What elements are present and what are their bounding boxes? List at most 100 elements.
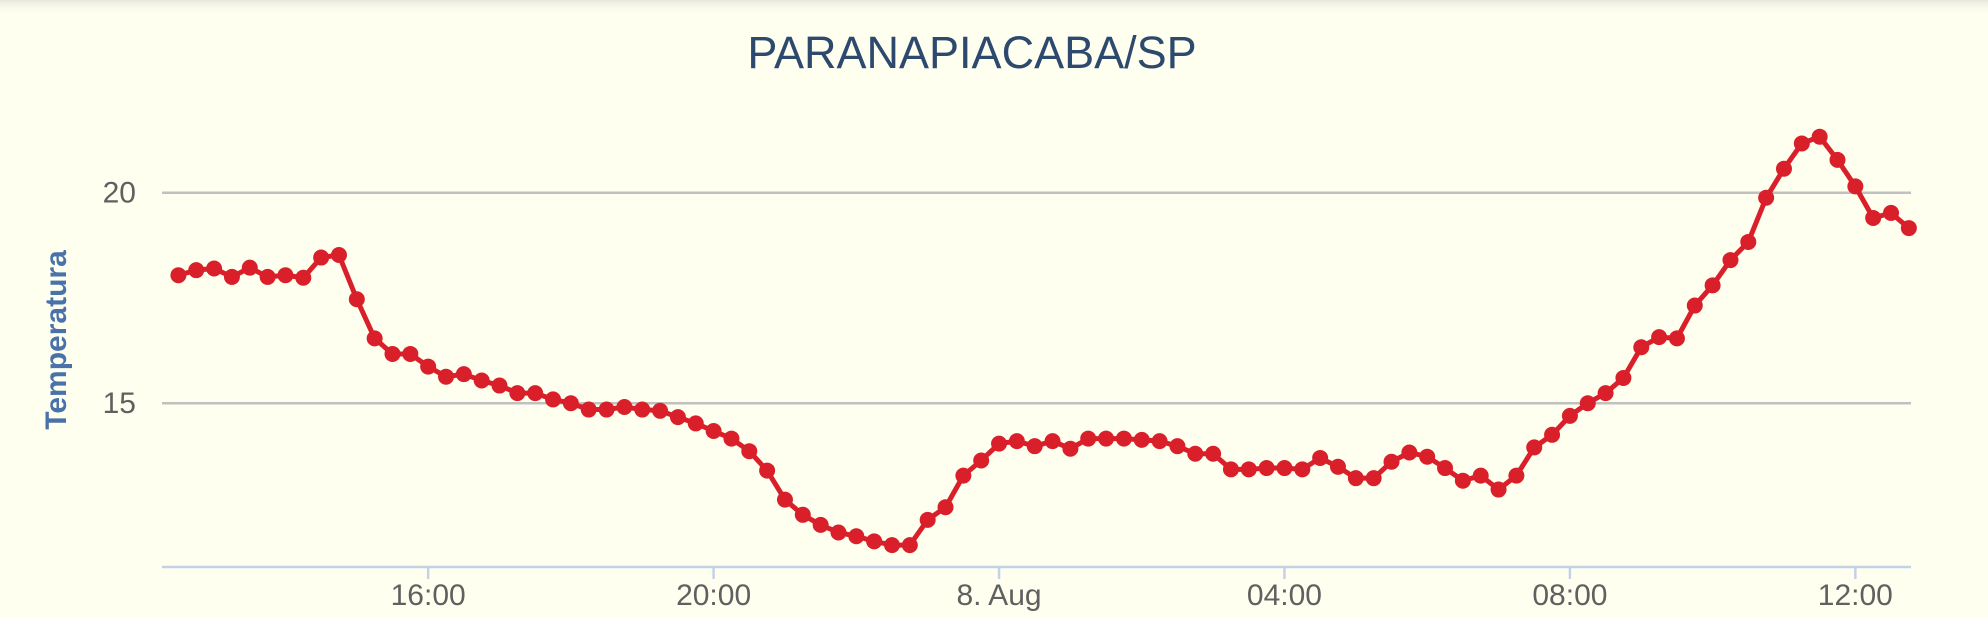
data-point [509, 385, 526, 402]
data-point [634, 401, 651, 418]
data-point [1437, 460, 1454, 477]
data-point [366, 330, 383, 347]
data-point [1365, 470, 1382, 487]
x-tick-label: 8. Aug [956, 579, 1041, 612]
data-point [527, 385, 544, 402]
data-point [1883, 204, 1900, 221]
data-point [1811, 128, 1828, 145]
data-point [1026, 438, 1043, 455]
data-point [973, 452, 990, 469]
y-tick-label: 15 [103, 387, 136, 420]
data-point [1401, 444, 1418, 461]
data-point [741, 443, 758, 460]
x-tick-label: 04:00 [1247, 579, 1322, 612]
data-point [919, 511, 936, 528]
data-point [402, 345, 419, 362]
data-point [1865, 209, 1882, 226]
data-point [1008, 433, 1025, 450]
data-point [1187, 445, 1204, 462]
data-point [1383, 453, 1400, 470]
data-point [1454, 472, 1471, 489]
x-tick-label: 20:00 [676, 579, 751, 612]
data-point [1098, 430, 1115, 447]
data-point [384, 345, 401, 362]
data-point [1169, 438, 1186, 455]
data-point [313, 249, 330, 266]
data-point [1276, 460, 1293, 477]
data-point [562, 395, 579, 412]
data-point [1419, 448, 1436, 465]
data-point [580, 401, 597, 418]
data-point [1829, 151, 1846, 168]
data-point [1579, 395, 1596, 412]
data-point [1044, 433, 1061, 450]
data-point [206, 260, 223, 277]
data-point [1651, 329, 1668, 346]
data-point [1205, 445, 1222, 462]
data-point [1222, 461, 1239, 478]
data-point [1775, 160, 1792, 177]
data-point [669, 409, 686, 426]
data-point [545, 391, 562, 408]
data-point [473, 372, 490, 389]
data-point [1722, 252, 1739, 269]
data-point [901, 537, 918, 554]
data-point [1115, 430, 1132, 447]
data-point [759, 462, 776, 479]
data-point [1633, 339, 1650, 356]
data-point [1508, 467, 1525, 484]
top-shade [0, 0, 1988, 16]
x-tick-label: 08:00 [1532, 579, 1607, 612]
chart-title: PARANAPIACABA/SP [747, 27, 1196, 78]
data-point [188, 262, 205, 279]
data-point [1668, 330, 1685, 347]
data-point [1490, 481, 1507, 498]
data-point [223, 268, 240, 285]
data-point [1686, 297, 1703, 314]
data-point [1472, 467, 1489, 484]
data-point [652, 402, 669, 419]
data-point [1151, 433, 1168, 450]
data-point [937, 499, 954, 516]
data-point [170, 267, 187, 284]
data-point [1240, 461, 1257, 478]
data-point [1133, 431, 1150, 448]
data-point [1312, 449, 1329, 466]
data-point [812, 516, 829, 533]
data-point [241, 259, 258, 276]
data-point [866, 533, 883, 550]
data-point [1526, 439, 1543, 456]
data-point [776, 491, 793, 508]
data-point [1080, 430, 1097, 447]
data-point [1544, 426, 1561, 443]
data-point [991, 435, 1008, 452]
data-point [1704, 277, 1721, 294]
data-point [687, 415, 704, 432]
data-point [491, 377, 508, 394]
data-point [330, 247, 347, 264]
data-point [438, 368, 455, 385]
data-point [848, 528, 865, 545]
data-point [830, 524, 847, 541]
y-tick-label: 20 [103, 177, 136, 210]
data-point [705, 423, 722, 440]
data-point [794, 506, 811, 523]
data-point [259, 268, 276, 285]
x-tick-label: 16:00 [391, 579, 466, 612]
data-point [1597, 385, 1614, 402]
data-point [348, 291, 365, 308]
data-point [1294, 461, 1311, 478]
data-point [1847, 178, 1864, 195]
data-point [277, 267, 294, 284]
data-point [1329, 458, 1346, 475]
data-point [598, 401, 615, 418]
data-point [295, 269, 312, 286]
data-point [1900, 220, 1917, 237]
data-point [616, 399, 633, 416]
data-point [955, 467, 972, 484]
data-point [420, 358, 437, 375]
data-point [1258, 460, 1275, 477]
data-point [1347, 470, 1364, 487]
